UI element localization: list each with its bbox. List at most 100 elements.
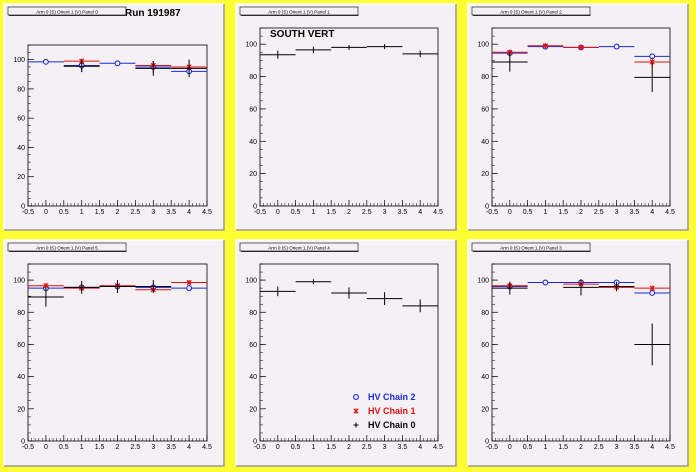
series-hv-chain-0 bbox=[63, 59, 207, 78]
x-tick-label: 4.5 bbox=[433, 444, 443, 451]
data-point-marker bbox=[186, 285, 193, 292]
x-tick-label: 3.5 bbox=[166, 444, 176, 451]
x-tick-label: 2.5 bbox=[594, 444, 604, 451]
x-tick-label: 2.5 bbox=[131, 209, 141, 216]
y-tick-label: 20 bbox=[481, 171, 489, 178]
panel-title: Arm 0 (S) Orient 1 (V) Panel 4 bbox=[268, 246, 330, 251]
x-tick-label: 0 bbox=[44, 209, 48, 216]
y-tick-label: 80 bbox=[481, 74, 489, 81]
y-tick-label: 100 bbox=[13, 57, 25, 64]
x-axis: -0.5 0 0.5 1 1.5 2 2.5 3 3.5 4 4.5 bbox=[22, 435, 212, 451]
y-tick-label: 100 bbox=[245, 278, 257, 285]
x-tick-label: 4.5 bbox=[433, 209, 443, 216]
x-tick-label: -0.5 bbox=[486, 209, 498, 216]
x-tick-label: -0.5 bbox=[254, 444, 266, 451]
x-tick-label: 3 bbox=[615, 209, 619, 216]
x-tick-label: 2 bbox=[347, 444, 351, 451]
y-tick-label: 20 bbox=[17, 174, 25, 181]
legend-label: HV Chain 0 bbox=[368, 420, 416, 430]
x-tick-label: 2 bbox=[116, 209, 120, 216]
data-point bbox=[171, 59, 207, 78]
data-point bbox=[527, 43, 564, 49]
x-tick-label: 1.5 bbox=[558, 209, 568, 216]
series-hv-chain-0 bbox=[492, 52, 670, 92]
x-tick-label: 4 bbox=[418, 209, 422, 216]
data-point bbox=[171, 285, 207, 292]
x-tick-label: 4.5 bbox=[202, 444, 212, 451]
data-point bbox=[331, 287, 367, 299]
pad-background bbox=[236, 4, 456, 230]
x-tick-label: 0 bbox=[508, 444, 512, 451]
x-tick-label: 0.5 bbox=[59, 209, 69, 216]
data-point-marker bbox=[542, 279, 549, 286]
run-label: Run 191987 bbox=[125, 8, 181, 19]
chart-panel-0: Arm 0 (S) Orient 1 (V) Panel 0-0.5 0 0.5 1 1… bbox=[3, 3, 225, 231]
data-point bbox=[260, 286, 296, 297]
series-hv-chain-0 bbox=[28, 280, 172, 307]
data-point bbox=[634, 62, 670, 92]
x-tick-label: 1 bbox=[311, 209, 315, 216]
x-tick-label: 1.5 bbox=[95, 209, 105, 216]
data-point-marker bbox=[649, 290, 656, 296]
data-point bbox=[28, 58, 64, 65]
x-tick-label: 2.5 bbox=[362, 209, 372, 216]
data-point-marker bbox=[542, 43, 548, 49]
panel-title: Arm 0 (S) Orient 1 (V) Panel 5 bbox=[36, 246, 98, 251]
y-tick-label: 60 bbox=[249, 342, 257, 349]
data-point bbox=[598, 43, 635, 50]
data-point bbox=[527, 279, 564, 286]
data-point bbox=[492, 52, 528, 72]
x-tick-label: 3 bbox=[383, 444, 387, 451]
panel-title: Arm 0 (S) Orient 1 (V) Panel 3 bbox=[500, 246, 562, 251]
y-tick-label: 20 bbox=[481, 406, 489, 413]
x-axis: -0.5 0 0.5 1 1.5 2 2.5 3 3.5 4 4.5 bbox=[486, 200, 675, 216]
y-tick-label: 40 bbox=[481, 139, 489, 146]
pad-background bbox=[468, 240, 688, 466]
x-tick-label: 3 bbox=[615, 444, 619, 451]
data-point bbox=[492, 281, 528, 295]
pad-bevel-light bbox=[467, 239, 688, 466]
chart-panel-3: Arm 0 (S) Orient 1 (V) Panel 5-0.5 0 0.5 1 1… bbox=[3, 239, 225, 467]
x-tick-label: 0 bbox=[44, 444, 48, 451]
data-point bbox=[295, 46, 332, 54]
data-point bbox=[99, 60, 136, 67]
x-tick-label: 4 bbox=[650, 444, 654, 451]
y-tick-label: 20 bbox=[249, 171, 257, 178]
data-point bbox=[366, 44, 403, 50]
panel-title-box: Arm 0 (S) Orient 1 (V) Panel 1 bbox=[239, 6, 359, 16]
x-tick-label: 2.5 bbox=[594, 209, 604, 216]
y-tick-label: 100 bbox=[477, 278, 489, 285]
y-tick-label: 40 bbox=[249, 139, 257, 146]
x-tick-label: -0.5 bbox=[254, 209, 266, 216]
x-tick-label: 3 bbox=[151, 444, 155, 451]
x-tick-label: 4.5 bbox=[202, 209, 212, 216]
y-tick-label: 80 bbox=[17, 86, 25, 93]
legend-marker bbox=[353, 422, 359, 428]
x-tick-label: 3 bbox=[383, 209, 387, 216]
series-hv-chain-0 bbox=[260, 44, 438, 59]
x-tick-label: 0.5 bbox=[291, 209, 301, 216]
y-tick-label: 0 bbox=[253, 204, 257, 211]
x-tick-label: 0.5 bbox=[291, 444, 301, 451]
x-tick-label: 1.5 bbox=[326, 209, 336, 216]
x-tick-label: 0.5 bbox=[523, 444, 533, 451]
data-point bbox=[135, 280, 172, 293]
pad-bevel-dark bbox=[4, 240, 225, 467]
x-tick-label: 2.5 bbox=[362, 444, 372, 451]
x-tick-label: 1.5 bbox=[558, 444, 568, 451]
data-point-marker bbox=[613, 43, 620, 50]
data-point bbox=[634, 323, 670, 366]
x-tick-label: 1.5 bbox=[95, 444, 105, 451]
data-point-marker bbox=[649, 285, 655, 291]
data-point-marker bbox=[114, 60, 121, 67]
x-axis: -0.5 0 0.5 1 1.5 2 2.5 3 3.5 4 4.5 bbox=[254, 435, 443, 451]
x-tick-label: -0.5 bbox=[486, 444, 498, 451]
x-tick-label: 1 bbox=[80, 209, 84, 216]
x-tick-label: 2 bbox=[579, 444, 583, 451]
data-point bbox=[135, 61, 172, 76]
data-point-marker bbox=[578, 44, 584, 51]
pad-background bbox=[4, 240, 224, 466]
data-point bbox=[598, 281, 635, 292]
pad-background bbox=[468, 4, 688, 230]
data-point bbox=[260, 50, 296, 59]
